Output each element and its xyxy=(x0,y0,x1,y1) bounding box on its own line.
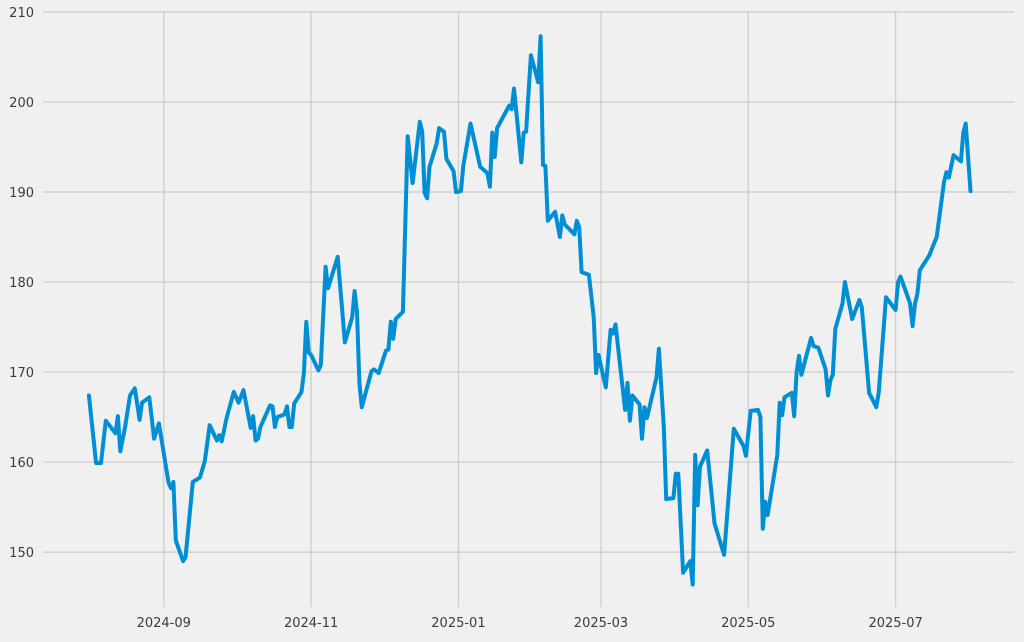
y-axis-tick-labels: 150 160 170 180 190 200 210 xyxy=(9,6,34,561)
x-tick-label: 2025-03 xyxy=(574,616,628,631)
y-tick-label: 180 xyxy=(9,276,34,291)
series-layer xyxy=(86,34,973,587)
y-tick-label: 170 xyxy=(9,366,34,381)
x-tick-label: 2024-11 xyxy=(284,616,338,631)
y-tick-label: 160 xyxy=(9,456,34,471)
y-tick-label: 210 xyxy=(9,6,34,21)
y-tick-label: 190 xyxy=(9,186,34,201)
x-tick-label: 2025-07 xyxy=(868,616,922,631)
x-tick-label: 2025-05 xyxy=(721,616,775,631)
x-tick-label: 2024-09 xyxy=(137,616,191,631)
y-tick-label: 200 xyxy=(9,96,34,111)
y-tick-label: 150 xyxy=(9,546,34,561)
x-tick-label: 2025-01 xyxy=(431,616,485,631)
x-axis-tick-labels: 2024-09 2024-11 2025-01 2025-03 2025-05 2025-… xyxy=(137,616,923,631)
